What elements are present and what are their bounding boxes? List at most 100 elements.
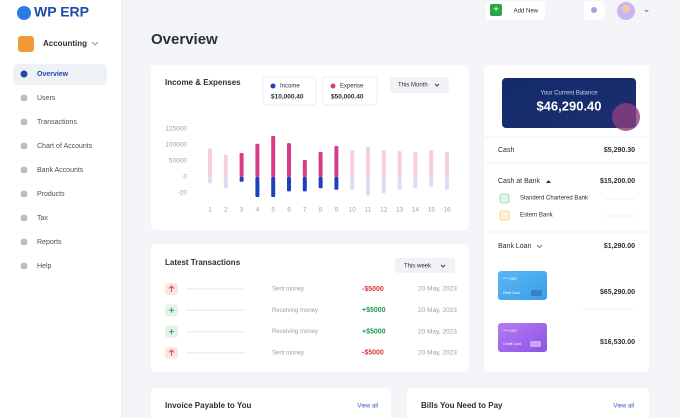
menu-item[interactable]: Tax [37,215,48,222]
menu-icon [20,70,28,78]
x-tick-label: 8 [319,207,323,214]
card-number: **** 0987 [503,329,517,333]
y-tick-label: 50000 [169,158,187,165]
period[interactable]: This week [404,264,432,270]
tx-type: Sent money [272,350,304,356]
legend-swatch [270,83,276,89]
tx-type: Receiving money [272,329,318,335]
x-tick-label: 13 [396,207,404,214]
menu-item[interactable]: Reports [37,239,62,246]
cash-at-bank-label[interactable]: Cash at Bank [498,178,541,185]
y-tick-label: 100000 [165,142,187,149]
x-tick-label: 15 [428,207,436,214]
tx-type: Sent money [272,287,304,293]
period-dropdown[interactable] [390,77,449,93]
credit-card [498,323,547,352]
page-title: Overview [151,31,218,48]
bar [271,136,276,177]
tx-amount: -$5000 [362,286,384,293]
menu-icon [20,190,28,198]
bank-loan-label[interactable]: Bank Loan [498,243,532,250]
bar [413,152,418,177]
tx-amount: +$5000 [362,307,386,314]
avatar-face [622,5,630,13]
card-title: Bills You Need to Pay [421,401,503,410]
module[interactable]: Accounting [43,39,87,48]
active-item [13,64,107,85]
card-title: Latest Transactions [165,258,241,267]
bank-name: Standerd Chartered Bank [520,196,589,202]
x-tick-label: 2 [224,207,228,214]
menu-item[interactable]: Products [37,191,65,198]
bar [445,177,449,190]
bar [255,177,260,197]
x-tick-label: 5 [271,207,275,214]
card-amount: $65,290.00 [600,289,635,296]
x-tick-label: 12 [380,207,388,214]
card-number: **** 0987 [503,277,517,281]
x-tick-label: 7 [303,207,307,214]
avatar-caret [644,10,649,13]
caret [546,180,551,183]
menu-item[interactable]: Transactions [37,119,77,126]
bar [334,177,339,190]
bar [366,177,370,196]
bar [350,177,355,190]
menu-icon [20,166,28,174]
card-name: Credit Card [503,342,521,346]
caret [434,83,440,87]
plus-icon [490,4,502,16]
logo: WP ERP [34,4,89,20]
menu-item[interactable]: Chart of Accounts [37,143,93,150]
legend-box [322,76,378,106]
menu-icon [20,118,28,126]
menu-item[interactable]: Overview [37,71,69,78]
menu-icon [20,214,28,222]
x-tick-label: 11 [365,207,372,214]
tx-date: 20 May, 2023 [418,328,457,335]
menu-icon [20,142,28,150]
x-tick-label: 14 [412,207,420,214]
legend-total: $10,000.40 [271,94,304,101]
x-tick-label: 3 [240,207,244,214]
menu-item[interactable]: Bank Accounts [37,167,84,174]
bar [366,146,370,177]
y-tick-label: 0 [183,174,187,181]
tx-glyph [168,349,175,356]
bar [397,151,402,177]
bar [302,177,307,192]
tx-amount: -$5000 [362,350,384,357]
period-dropdown[interactable] [395,258,455,273]
menu-item[interactable]: Users [37,95,56,102]
bar [381,177,386,193]
tx-date: 20 May, 2023 [418,286,457,293]
bar [271,177,276,197]
card [151,388,391,418]
card-title: Income & Expenses [165,78,241,87]
bar [445,152,449,177]
card-title: Invoice Payable to You [165,401,252,410]
logo-icon [17,6,31,20]
bar [413,177,418,189]
caret [440,264,446,268]
card [151,65,469,230]
bar [239,153,244,177]
tx-glyph [169,307,174,313]
view-all[interactable]: View all [357,404,378,410]
x-tick-label: 10 [349,207,357,214]
balance-label: Your Current Balance [540,91,598,97]
bank-icon [499,193,510,204]
bar [429,150,434,177]
add-new[interactable]: Add New [514,9,539,15]
bar [223,154,228,177]
menu-icon [20,94,28,102]
card-amount: $16,530.00 [600,339,635,346]
bar [429,177,434,187]
view-all[interactable]: View all [613,404,634,410]
bell [591,7,597,13]
period[interactable]: This Month [398,83,428,89]
menu-icon [20,238,28,246]
menu-item[interactable]: Help [37,263,52,270]
card-chip [530,341,541,347]
